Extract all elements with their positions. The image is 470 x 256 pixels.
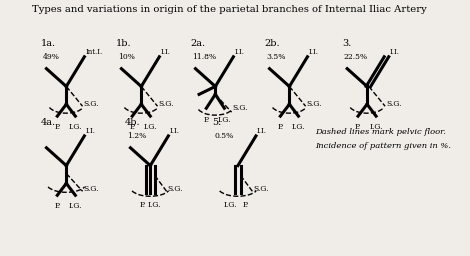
Text: I.I.: I.I. <box>390 48 400 56</box>
Text: S.G.: S.G. <box>306 100 322 108</box>
Text: I.I.: I.I. <box>85 127 95 135</box>
Text: 3.: 3. <box>342 39 351 48</box>
Text: 10%: 10% <box>118 53 135 61</box>
Text: Int.I.: Int.I. <box>85 48 102 56</box>
Text: 0.5%: 0.5% <box>214 132 234 140</box>
Text: S.G.: S.G. <box>158 100 174 108</box>
Text: 1.2%: 1.2% <box>127 132 146 140</box>
Text: Dashed lines mark pelvic floor.: Dashed lines mark pelvic floor. <box>315 128 446 136</box>
Text: 2b.: 2b. <box>264 39 280 48</box>
Text: I.I.: I.I. <box>160 48 170 56</box>
Text: I.G.: I.G. <box>218 116 231 124</box>
Text: I.G.: I.G. <box>369 123 383 131</box>
Text: P.: P. <box>242 201 248 209</box>
Text: P.: P. <box>140 201 146 209</box>
Text: 11.8%: 11.8% <box>192 53 216 61</box>
Text: I.I.: I.I. <box>169 127 179 135</box>
Text: I.G.: I.G. <box>69 202 82 210</box>
Text: 4b.: 4b. <box>125 118 141 127</box>
Text: S.G.: S.G. <box>233 104 248 112</box>
Text: I.G.: I.G. <box>148 201 162 209</box>
Text: I.G.: I.G. <box>224 201 237 209</box>
Text: S.G.: S.G. <box>253 185 269 193</box>
Text: I.I.: I.I. <box>234 48 244 56</box>
Text: 1a.: 1a. <box>41 39 56 48</box>
Text: P.: P. <box>54 123 60 131</box>
Text: 4a.: 4a. <box>41 118 56 127</box>
Text: 49%: 49% <box>43 53 60 61</box>
Text: I.I.: I.I. <box>257 127 267 135</box>
Text: 22.5%: 22.5% <box>344 53 368 61</box>
Text: S.G.: S.G. <box>84 100 99 108</box>
Text: 1b.: 1b. <box>116 39 132 48</box>
Text: 2a.: 2a. <box>190 39 205 48</box>
Text: I.G.: I.G. <box>292 123 305 131</box>
Text: I.G.: I.G. <box>143 123 157 131</box>
Text: Incidence of pattern given in %.: Incidence of pattern given in %. <box>315 142 451 150</box>
Text: P.: P. <box>54 202 60 210</box>
Text: P.: P. <box>277 123 283 131</box>
Text: S.G.: S.G. <box>167 185 183 193</box>
Text: I.I.: I.I. <box>308 48 318 56</box>
Text: P.: P. <box>355 123 361 131</box>
Text: Types and variations in origin of the parietal branches of Internal Iliac Artery: Types and variations in origin of the pa… <box>31 5 426 14</box>
Text: S.G.: S.G. <box>386 100 401 108</box>
Text: P.: P. <box>204 116 209 124</box>
Text: P.: P. <box>129 123 135 131</box>
Text: 5.: 5. <box>212 118 222 127</box>
Text: I.G.: I.G. <box>69 123 82 131</box>
Text: S.G.: S.G. <box>84 185 99 193</box>
Text: 3.5%: 3.5% <box>266 53 285 61</box>
